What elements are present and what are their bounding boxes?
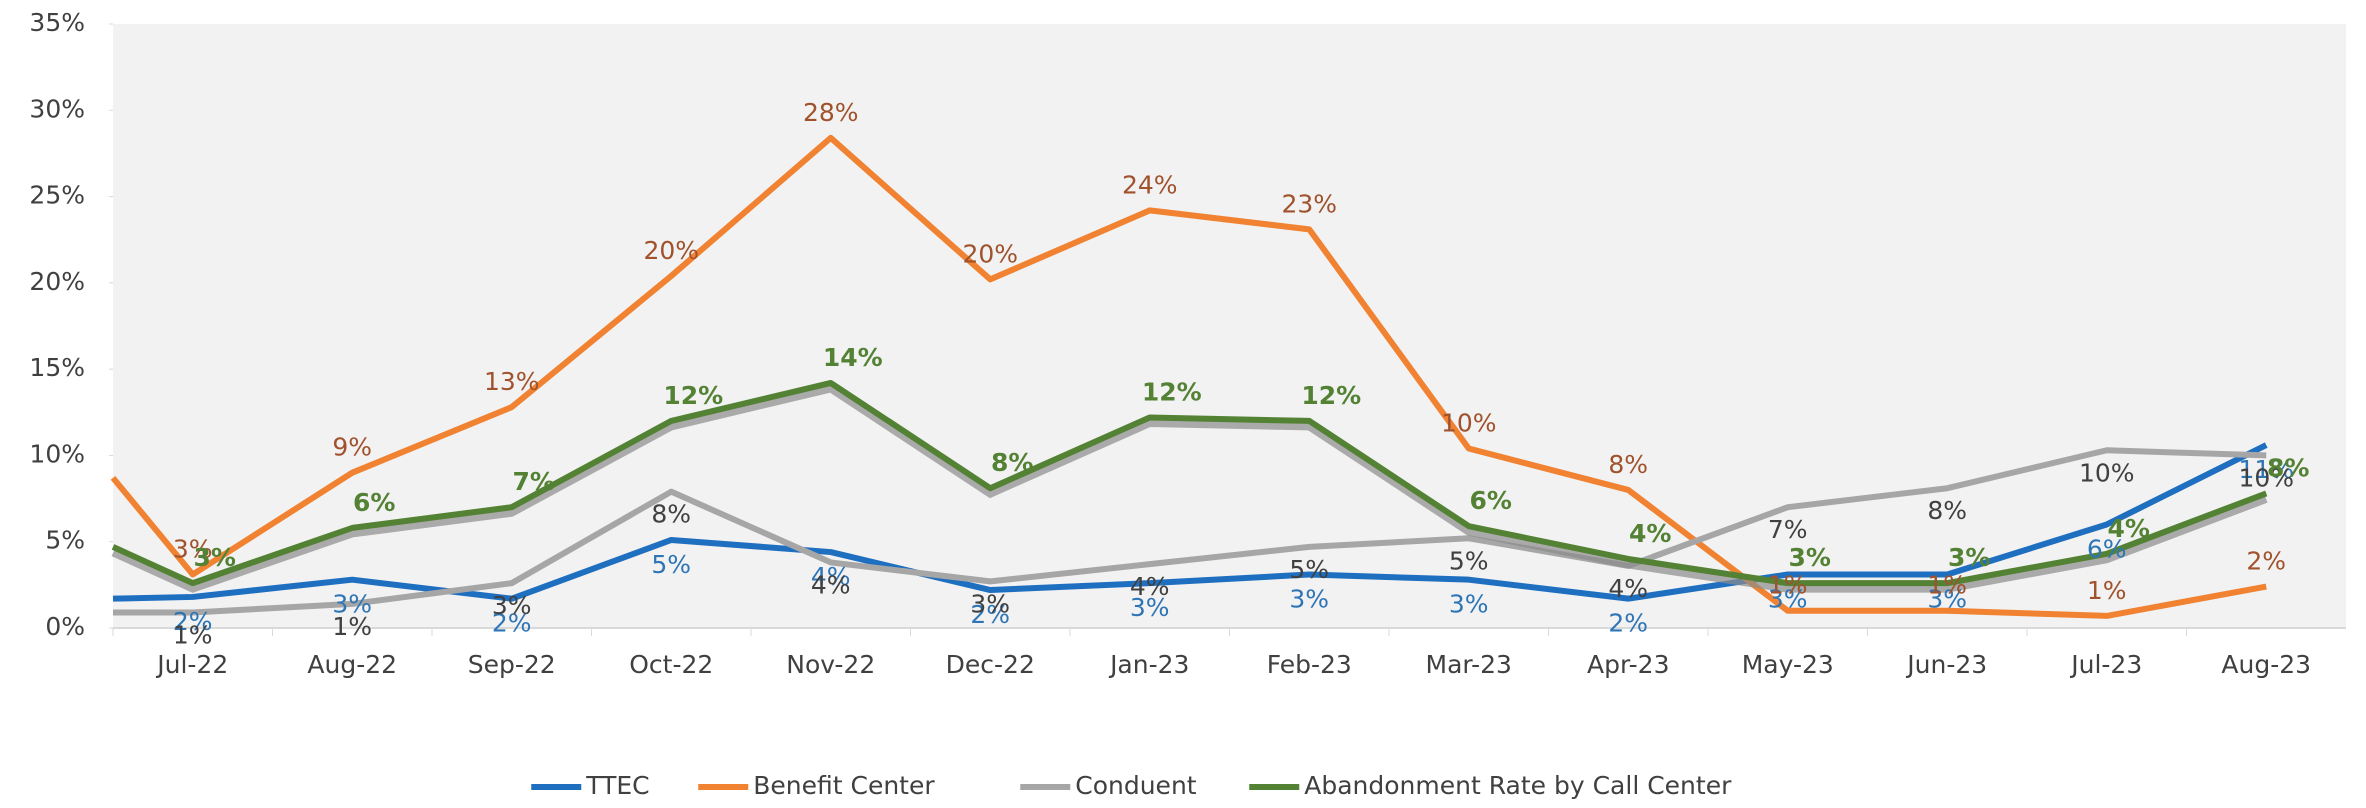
data-label: 3%: [1130, 593, 1170, 622]
data-label: 6%: [2087, 534, 2127, 563]
x-tick-label: Jul-23: [2069, 650, 2142, 679]
data-label: 2%: [492, 609, 532, 638]
data-label: 4%: [1130, 572, 1170, 601]
data-label: 10%: [1441, 409, 1497, 438]
series-line: [111, 379, 2268, 587]
data-label: 3%: [194, 543, 236, 572]
y-tick-label: 15%: [29, 353, 85, 382]
data-label: 4%: [1629, 519, 1671, 548]
x-tick-label: Aug-23: [2221, 650, 2311, 679]
data-label: 23%: [1281, 189, 1337, 218]
data-label: 3%: [1289, 585, 1329, 614]
x-tick-label: Jul-22: [155, 650, 228, 679]
data-label: 6%: [353, 488, 395, 517]
data-label: 12%: [1142, 377, 1202, 406]
data-label: 24%: [1122, 170, 1178, 199]
data-label: 12%: [663, 381, 723, 410]
data-label: 3%: [332, 590, 372, 619]
data-label: 3%: [1948, 543, 1990, 572]
series-line: [110, 134, 2267, 619]
data-label: 8%: [991, 448, 1033, 477]
y-tick-label: 35%: [29, 8, 85, 37]
legend-label: Benefit Center: [753, 771, 935, 800]
data-label: 13%: [484, 367, 540, 396]
data-label: 1%: [1768, 571, 1808, 600]
y-tick-label: 10%: [29, 439, 85, 468]
data-label: 5%: [651, 550, 691, 579]
y-tick-label: 30%: [29, 94, 85, 123]
data-label: 3%: [1789, 543, 1831, 572]
y-tick-label: 0%: [45, 612, 85, 641]
y-tick-label: 20%: [29, 267, 85, 296]
data-label: 1%: [2087, 576, 2127, 605]
legend-label: Conduent: [1075, 771, 1197, 800]
data-label: 8%: [651, 500, 691, 529]
data-label: 20%: [962, 239, 1018, 268]
data-label: 3%: [1927, 585, 1967, 614]
data-label: 7%: [1768, 515, 1808, 544]
x-tick-label: Apr-23: [1587, 650, 1669, 679]
series-line: [113, 447, 2267, 616]
legend-label: Abandonment Rate by Call Center: [1304, 771, 1732, 800]
data-label: 2%: [970, 600, 1010, 629]
data-label: 20%: [643, 236, 699, 265]
x-tick-label: Dec-22: [946, 650, 1035, 679]
data-label: 2%: [1608, 609, 1648, 638]
data-label: 6%: [1470, 486, 1512, 515]
data-label: 5%: [1449, 546, 1489, 575]
data-label: 1%: [173, 620, 213, 649]
data-label: 10%: [2079, 458, 2135, 487]
x-tick-label: Sep-22: [468, 650, 556, 679]
y-tick-label: 25%: [29, 181, 85, 210]
data-label: 2%: [2246, 547, 2286, 576]
x-tick-label: Nov-22: [786, 650, 875, 679]
data-label: 8%: [2267, 453, 2309, 482]
data-label: 12%: [1301, 381, 1361, 410]
x-tick-label: Aug-22: [307, 650, 397, 679]
x-tick-label: Jun-23: [1905, 650, 1987, 679]
data-label: 5%: [1289, 555, 1329, 584]
data-label: 10%: [2238, 463, 2294, 492]
data-label: 4%: [1608, 574, 1648, 603]
x-tick-label: Mar-23: [1426, 650, 1512, 679]
data-label: 3%: [1449, 590, 1489, 619]
x-tick-label: Feb-23: [1267, 650, 1352, 679]
data-label: 3%: [492, 591, 532, 620]
data-label: 8%: [1927, 496, 1967, 525]
data-label: 4%: [2108, 514, 2150, 543]
data-label: 2%: [173, 607, 213, 636]
data-label: 7%: [513, 467, 555, 496]
data-label: 3%: [970, 589, 1010, 618]
data-label: 3%: [1768, 585, 1808, 614]
data-label: 9%: [332, 433, 372, 462]
line-shadow: [111, 385, 2268, 593]
x-tick-label: Jan-23: [1108, 650, 1189, 679]
x-tick-label: May-23: [1742, 650, 1834, 679]
data-label: 1%: [332, 612, 372, 641]
data-label: 11%: [2238, 455, 2294, 484]
data-label: 14%: [823, 343, 883, 372]
legend-label: TTEC: [585, 771, 649, 800]
data-label: 3%: [173, 535, 213, 564]
series-line: [112, 442, 2268, 602]
data-label: 4%: [811, 562, 851, 591]
data-label: 4%: [811, 570, 851, 599]
x-tick-label: Oct-22: [629, 650, 713, 679]
data-label: 8%: [1608, 450, 1648, 479]
data-label: 1%: [1927, 571, 1967, 600]
plot-area: [113, 24, 2346, 628]
y-tick-label: 5%: [45, 526, 85, 555]
data-label: 28%: [803, 98, 859, 127]
